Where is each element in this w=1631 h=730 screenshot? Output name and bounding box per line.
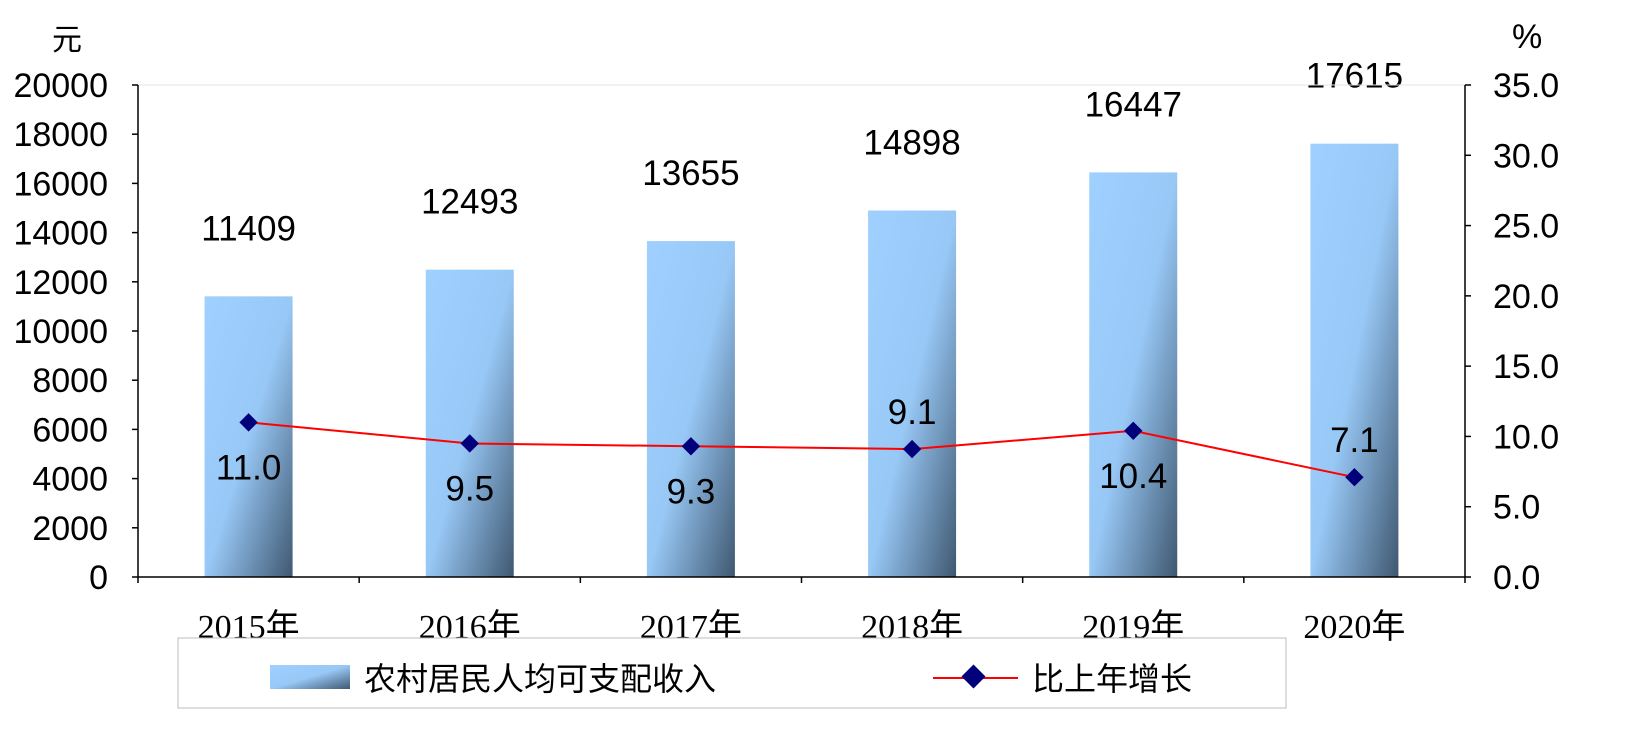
left-tick-label: 4000 [32, 461, 108, 499]
line-marker [681, 437, 701, 456]
left-tick-label: 14000 [13, 215, 108, 253]
plot-area-border [137, 84, 1466, 578]
right-tick-label: 5.0 [1493, 489, 1540, 527]
line-data-label: 9.1 [888, 393, 937, 432]
right-tick-label: 15.0 [1493, 348, 1559, 386]
left-tick-label: 18000 [13, 116, 108, 154]
line-data-label: 11.0 [216, 448, 282, 487]
line-marker [902, 439, 922, 459]
bar [1310, 143, 1399, 577]
bar [868, 210, 957, 577]
left-tick-label: 12000 [13, 264, 108, 302]
growth-line-series: 11.0 9.5 9.3 9.1 10.4 7.1 [216, 393, 1379, 511]
legend-bar-label: 农村居民人均可支配收入 [364, 660, 716, 698]
line-marker [1345, 468, 1364, 487]
bar-data-label: 14898 [863, 124, 960, 163]
bar [425, 269, 514, 577]
right-tick-label: 20.0 [1493, 278, 1559, 316]
left-tick-label: 20000 [13, 67, 108, 105]
axis-tick-marks [132, 84, 1471, 583]
right-axis-unit: % [1512, 18, 1542, 56]
legend-box [177, 637, 1287, 709]
right-tick-label: 25.0 [1493, 208, 1559, 246]
bar-data-label: 16447 [1085, 85, 1182, 124]
left-axis-unit: 元 [52, 23, 82, 58]
bar-data-label: 17615 [1306, 57, 1403, 96]
bar-data-label: 12493 [421, 183, 518, 222]
bar-data-labels: 11409 12493 13655 14898 16447 17615 [201, 57, 1403, 249]
line-marker [239, 413, 258, 432]
line-data-label: 9.5 [445, 469, 494, 508]
line-marker [460, 434, 479, 453]
bar-data-label: 11409 [201, 209, 296, 248]
legend-line-label: 比上年增长 [1032, 660, 1192, 698]
left-tick-label: 10000 [13, 313, 108, 351]
right-tick-label: 35.0 [1493, 67, 1559, 105]
bar [1089, 172, 1178, 577]
line-data-label: 7.1 [1330, 421, 1379, 460]
growth-line [248, 421, 1355, 479]
left-tick-label: 8000 [32, 362, 108, 400]
left-tick-label: 0 [89, 559, 108, 597]
line-data-label: 9.3 [667, 472, 716, 511]
left-axis-ticks: 0 2000 4000 6000 8000 10000 12000 14000 16000 180… [13, 67, 108, 597]
right-tick-label: 0.0 [1493, 559, 1540, 597]
bar [646, 241, 735, 577]
category-label: 2020年 [1303, 608, 1405, 646]
legend: 农村居民人均可支配收入 比上年增长 [177, 637, 1287, 709]
left-tick-label: 6000 [32, 411, 108, 449]
left-tick-label: 16000 [13, 165, 108, 203]
right-axis-ticks: 0.0 5.0 10.0 15.0 20.0 25.0 30.0 35.0 [1493, 67, 1559, 597]
bar-series [204, 143, 1399, 577]
legend-bar-swatch [270, 665, 350, 689]
bar [204, 296, 293, 577]
bar-data-label: 13655 [642, 154, 739, 193]
line-marker [1124, 421, 1143, 440]
left-tick-label: 2000 [32, 510, 108, 548]
right-tick-label: 10.0 [1493, 418, 1559, 456]
right-tick-label: 30.0 [1493, 137, 1559, 175]
line-data-label: 10.4 [1099, 457, 1167, 496]
